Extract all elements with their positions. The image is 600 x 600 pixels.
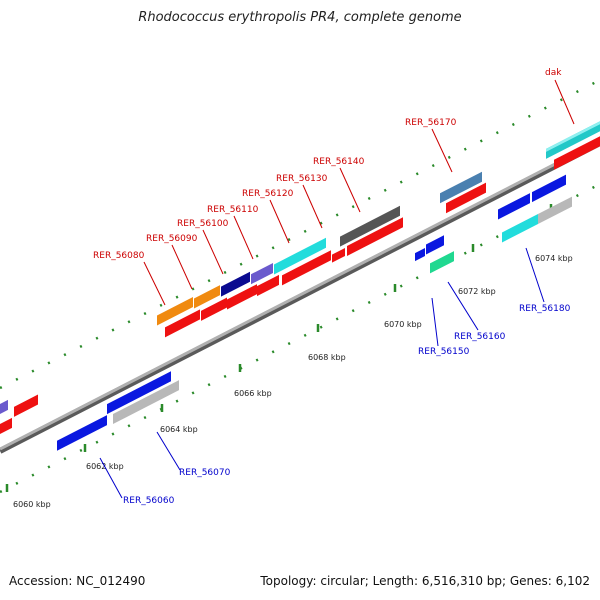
leader-RER_56120 [269,199,290,244]
gene-red-left-2[interactable] [0,417,12,434]
gene-red-top-right[interactable] [554,133,600,170]
gene-gray-RER_56070[interactable] [113,380,179,425]
gene-purple-left[interactable] [0,399,8,414]
label-RER_56060[interactable]: RER_56060 [123,496,175,506]
gene-green-RER_56160[interactable] [430,251,454,274]
label-RER_56130[interactable]: RER_56130 [276,174,328,184]
genome-backbone-shadow [0,140,600,454]
axis-label-6064: 6064 kbp [160,425,198,434]
leader-RER_56110 [233,215,254,260]
leader-RER_56170 [431,128,453,173]
gene-red-RER_56100[interactable] [201,297,227,321]
label-RER_56080[interactable]: RER_56080 [93,251,145,261]
leader-RER_56150 [431,297,439,347]
leader-RER_56090 [171,244,193,290]
gene-red-left-1[interactable] [14,394,38,417]
label-RER_56160[interactable]: RER_56160 [454,332,506,342]
leader-dak [554,79,575,125]
label-RER_56140[interactable]: RER_56140 [313,157,365,167]
gene-darkgray[interactable] [340,205,400,247]
axis-label-6072: 6072 kbp [458,287,496,296]
leader-RER_56180 [525,247,545,303]
gene-cyan-RER_56180[interactable] [502,214,538,243]
label-RER_56100[interactable]: RER_56100 [177,219,229,229]
gene-red-RER_56080[interactable] [165,309,200,338]
leader-RER_56130 [302,184,323,229]
gene-orange-1[interactable] [157,296,193,326]
leader-RER_56160 [447,281,479,331]
gene-cyan-mid[interactable] [274,237,326,275]
topology-text: Topology: circular; Length: 6,516,310 bp… [260,574,590,588]
label-RER_56150[interactable]: RER_56150 [418,347,470,357]
leader-RER_56080 [143,261,166,306]
gene-blue-RER_56060[interactable] [57,415,107,451]
gene-blue-small-1[interactable] [415,247,425,262]
gene-red-RER_56130[interactable] [282,250,331,286]
leader-RER_56140 [339,167,361,213]
gene-gray-RER_56180[interactable] [538,196,572,225]
gene-blue-RER_56180-b[interactable] [532,174,566,203]
gene-blue-RER_56070-a[interactable] [107,371,171,415]
label-RER_56180[interactable]: RER_56180 [519,304,571,314]
gene-orange-2[interactable] [194,285,220,309]
gene-red-RER_56110[interactable] [227,284,257,310]
accession-text: Accession: NC_012490 [9,574,146,588]
axis-label-6060: 6060 kbp [13,500,51,509]
label-RER_56090[interactable]: RER_56090 [146,234,198,244]
leader-RER_56070 [156,431,181,471]
genome-backbone [0,139,600,451]
gene-red-RER_56170[interactable] [446,182,486,214]
gene-red-RER_56120[interactable] [257,274,279,297]
gene-red-RER_56140[interactable] [347,217,403,256]
gene-navy[interactable] [221,271,250,297]
gene-blue-RER_56180-a[interactable] [498,193,530,220]
leader-RER_56060 [99,457,123,499]
gene-cyan-top-right-stripe [546,118,600,152]
gene-steelblue[interactable] [440,171,482,204]
axis-label-6068: 6068 kbp [308,353,346,362]
gene-blue-small-2[interactable] [426,235,444,255]
axis-label-6074: 6074 kbp [535,254,573,263]
axis-label-6066: 6066 kbp [234,389,272,398]
label-dak[interactable]: dak [545,68,562,78]
label-RER_56120[interactable]: RER_56120 [242,189,294,199]
label-RER_56070[interactable]: RER_56070 [179,468,231,478]
leader-RER_56100 [202,229,224,275]
axis-label-6070: 6070 kbp [384,320,422,329]
label-RER_56170[interactable]: RER_56170 [405,118,457,128]
gene-slate[interactable] [251,262,273,285]
gene-red-small[interactable] [332,248,345,263]
major-ticks [5,204,553,492]
label-RER_56110[interactable]: RER_56110 [207,205,259,215]
map-title: Rhodococcus erythropolis PR4, complete g… [138,10,462,25]
